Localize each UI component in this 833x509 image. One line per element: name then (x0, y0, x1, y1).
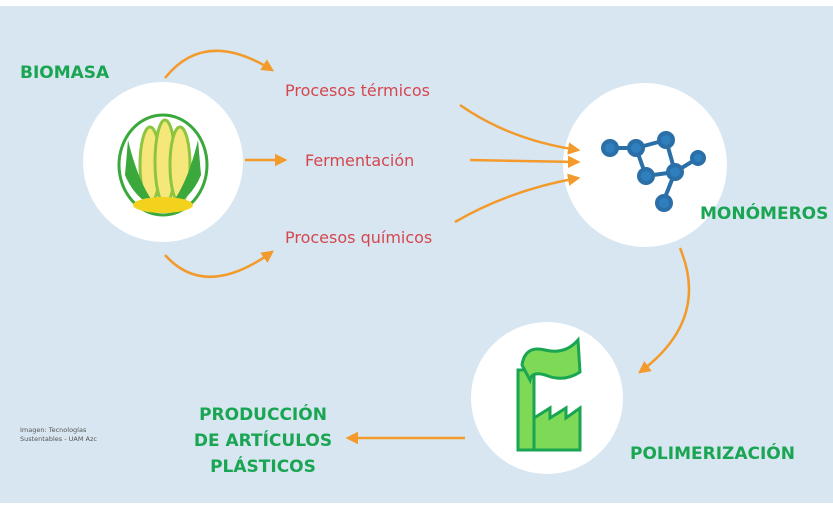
node-label: POLIMERIZACIÓN (630, 442, 795, 464)
credit: Sustentables - UAM Azc (20, 435, 97, 443)
arrow (637, 247, 691, 374)
molecule-icon (601, 131, 706, 212)
node-label: BIOMASA (20, 63, 110, 83)
arrow (164, 250, 275, 278)
arrow (469, 155, 581, 169)
process-label: Procesos químicos (285, 228, 432, 247)
node-label: PRODUCCIÓN (199, 403, 327, 425)
corn-icon (117, 113, 209, 217)
monomer-circle (563, 83, 727, 247)
polymer-circle (471, 322, 623, 474)
arrow (459, 103, 581, 155)
credit: Imagen: Tecnologías (20, 426, 87, 434)
process-label: Fermentación (305, 151, 414, 170)
factory-icon (516, 336, 582, 452)
node-label: MONÓMEROS (700, 202, 828, 224)
process-label: Procesos térmicos (285, 81, 430, 100)
arrow (454, 173, 581, 224)
node-label: DE ARTÍCULOS (194, 429, 332, 451)
arrow (164, 49, 275, 79)
node-label: PLÁSTICOS (210, 455, 316, 477)
